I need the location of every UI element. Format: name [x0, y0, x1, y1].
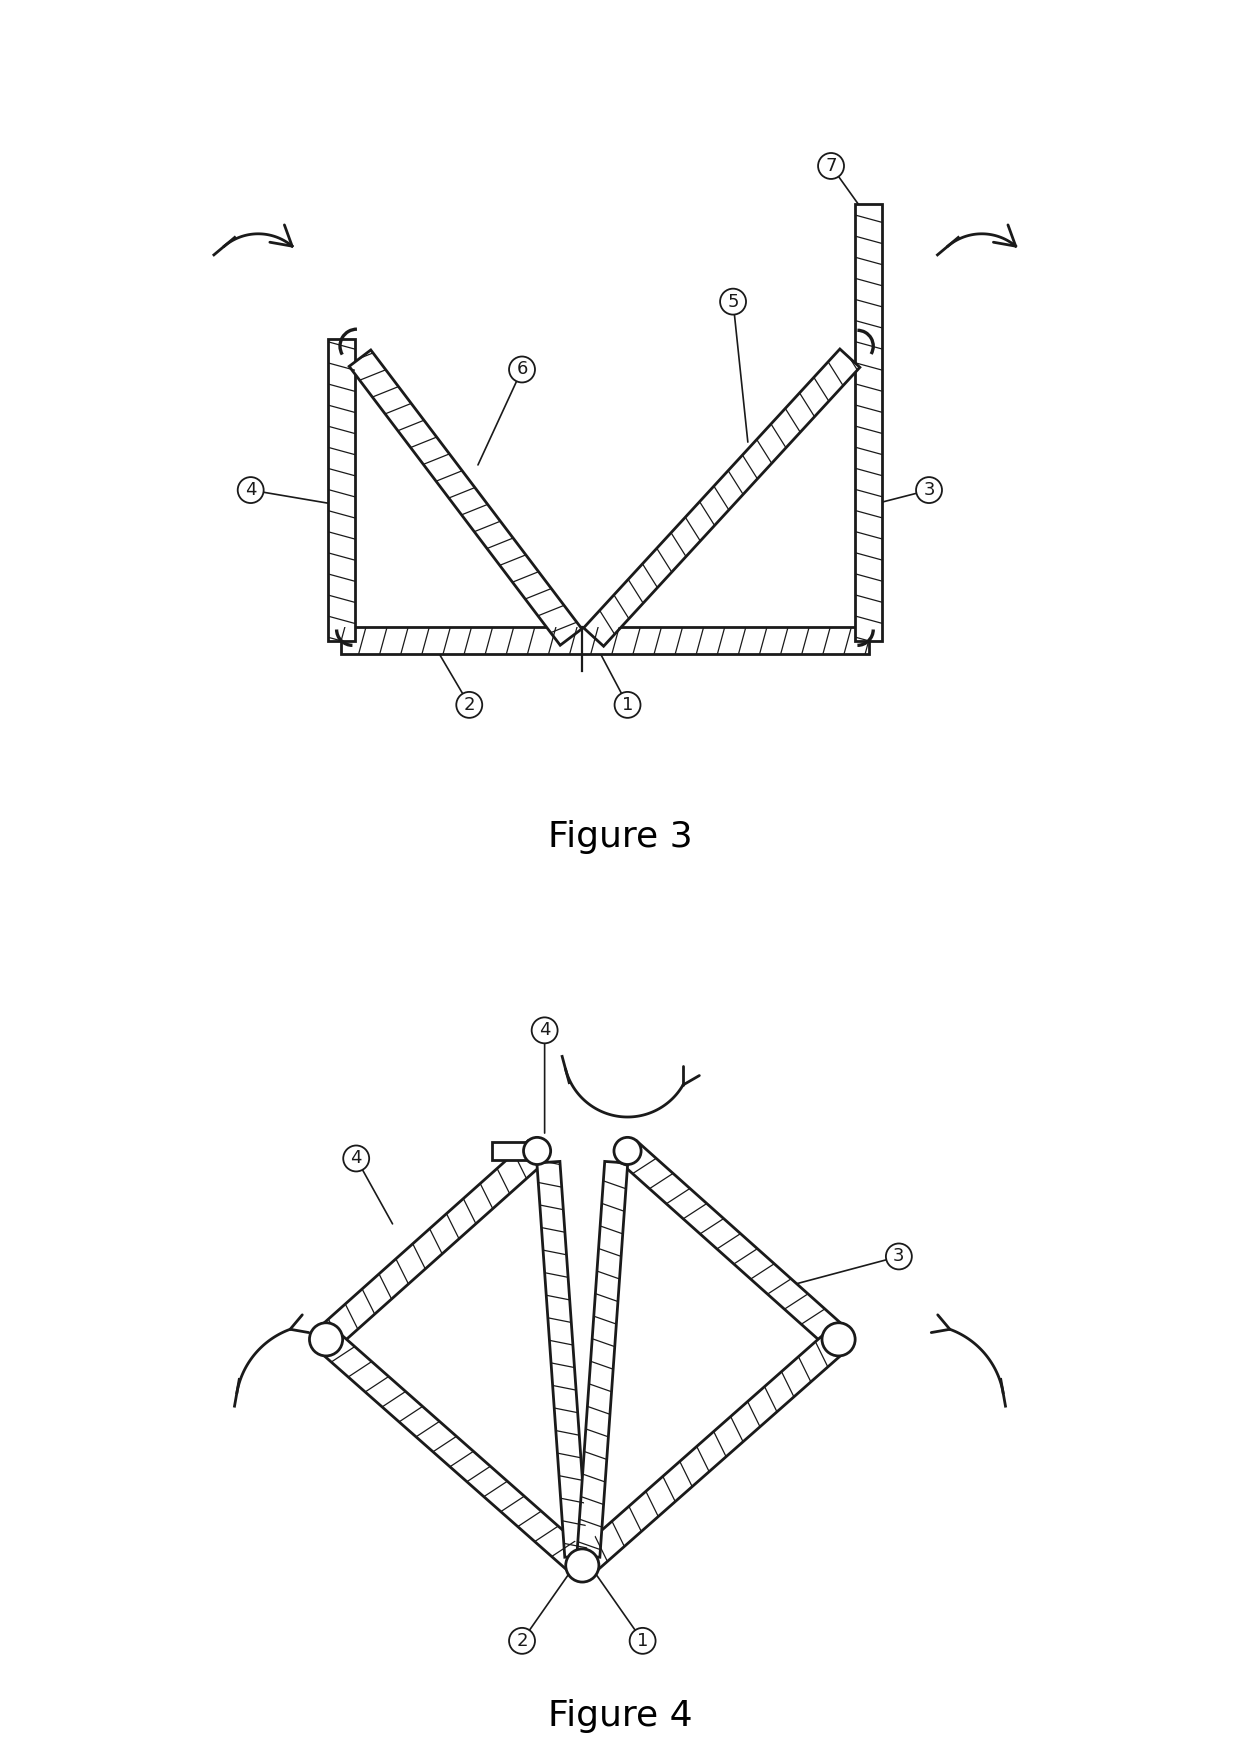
Circle shape — [565, 1549, 599, 1582]
Text: Figure 4: Figure 4 — [548, 1699, 692, 1734]
Text: 3: 3 — [893, 1247, 905, 1265]
Text: 4: 4 — [539, 1021, 551, 1039]
Text: 2: 2 — [516, 1632, 528, 1649]
Polygon shape — [573, 1330, 848, 1575]
Polygon shape — [584, 349, 859, 646]
Circle shape — [614, 1138, 641, 1164]
Text: 5: 5 — [728, 293, 739, 310]
Polygon shape — [317, 1330, 591, 1575]
Text: 3: 3 — [924, 482, 935, 499]
Text: 4: 4 — [246, 482, 257, 499]
Polygon shape — [537, 1161, 588, 1558]
Text: 1: 1 — [621, 695, 634, 714]
Polygon shape — [327, 339, 355, 640]
Polygon shape — [350, 349, 582, 646]
Polygon shape — [317, 1141, 546, 1349]
Text: 7: 7 — [826, 157, 837, 175]
Circle shape — [310, 1323, 342, 1357]
Polygon shape — [619, 1141, 848, 1349]
Text: 2: 2 — [464, 695, 475, 714]
Circle shape — [523, 1138, 551, 1164]
Text: 4: 4 — [351, 1150, 362, 1168]
Text: 6: 6 — [516, 360, 528, 379]
Text: 1: 1 — [637, 1632, 649, 1649]
Circle shape — [822, 1323, 856, 1357]
Polygon shape — [577, 1161, 627, 1558]
Text: Figure 3: Figure 3 — [548, 820, 692, 854]
Polygon shape — [856, 203, 883, 640]
Polygon shape — [341, 628, 869, 654]
Polygon shape — [492, 1141, 537, 1161]
